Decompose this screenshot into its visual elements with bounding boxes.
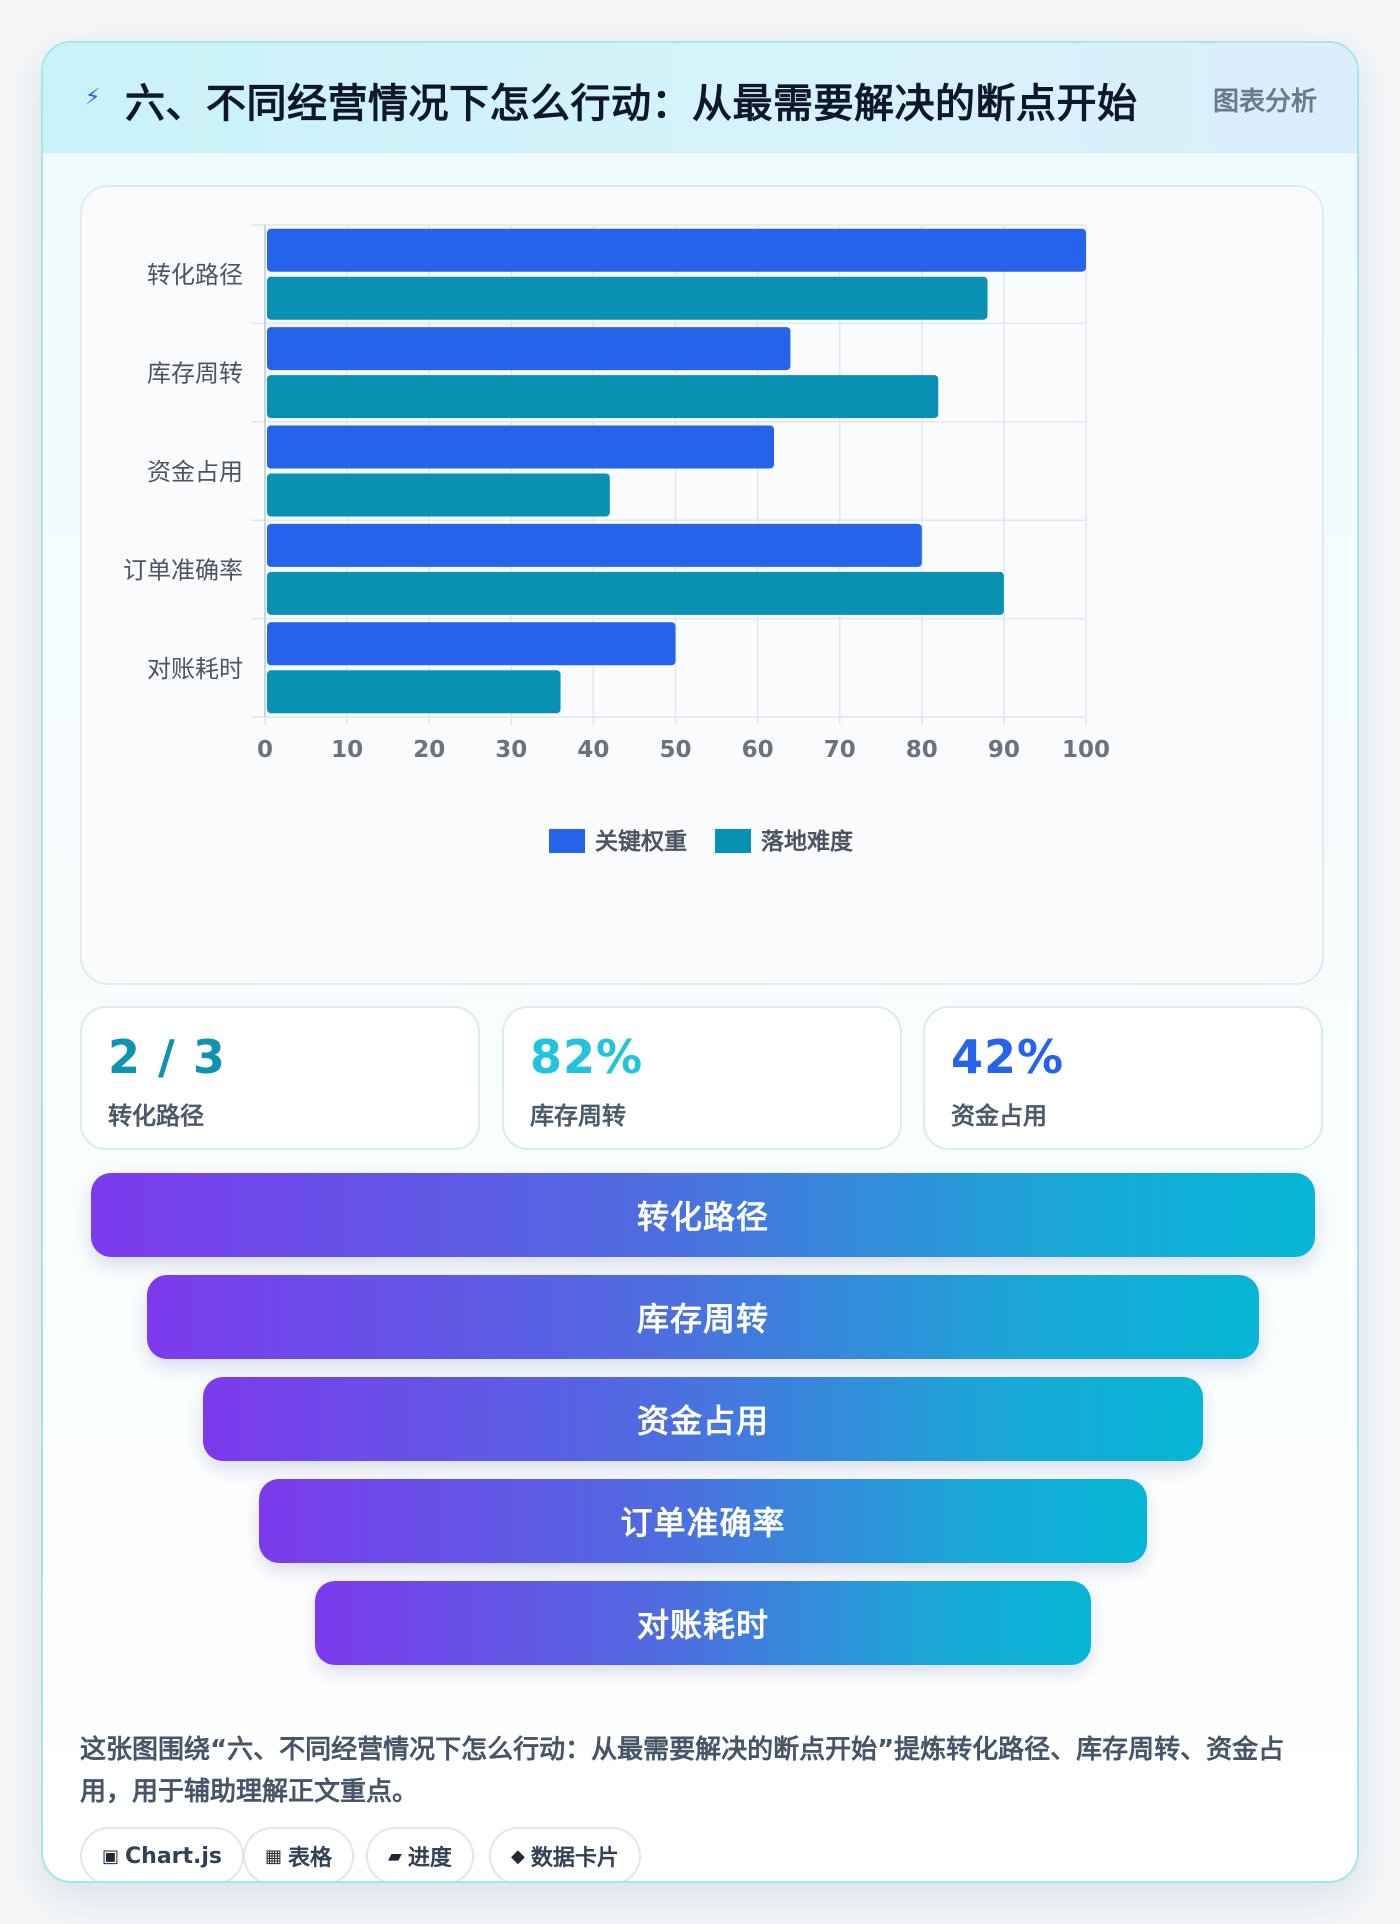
stat-value: 2 / 3 [108, 1030, 226, 1084]
chart-card: ⚡ 六、不同经营情况下怎么行动：从最需要解决的断点开始 图表分析 0 10 20 30… [41, 41, 1359, 1883]
bar-difficulty [267, 571, 1004, 615]
funnel-step-2: 库存周转 [147, 1275, 1259, 1359]
stat-value: 42% [951, 1030, 1065, 1084]
legend-label: 落地难度 [761, 828, 854, 855]
funnel-label: 资金占用 [636, 1402, 769, 1440]
funnel-label: 库存周转 [636, 1300, 769, 1338]
funnel-label: 订单准确率 [620, 1504, 786, 1542]
x-tick-label: 90 [988, 737, 1020, 763]
x-tick-label: 60 [742, 737, 774, 763]
stat-label: 转化路径 [108, 1102, 204, 1130]
stat-card-2: 82% 库存周转 [502, 1006, 902, 1150]
chip-label: 表格 [288, 1846, 333, 1871]
table-icon: ▦ [265, 1845, 283, 1867]
y-tick-label: 库存周转 [147, 360, 243, 388]
x-tick-label: 0 [257, 737, 273, 763]
y-tick-label: 资金占用 [147, 458, 243, 486]
funnel-label: 对账耗时 [636, 1606, 769, 1644]
y-tick-label: 对账耗时 [147, 655, 243, 683]
chip-label: 数据卡片 [530, 1846, 619, 1871]
stat-label: 库存周转 [530, 1102, 626, 1130]
stat-value: 82% [530, 1030, 644, 1084]
x-tick-label: 70 [824, 737, 856, 763]
x-tick-label: 30 [495, 737, 527, 763]
bar-weight [267, 622, 676, 666]
chart-caption: 这张图围绕“六、不同经营情况下怎么行动：从最需要解决的断点开始”提炼转化路径、库… [80, 1735, 1285, 1807]
funnel-label: 转化路径 [636, 1198, 769, 1236]
bar-weight [267, 327, 791, 371]
x-tick-label: 100 [1062, 737, 1110, 763]
bar-chart: 0 10 20 30 40 50 60 70 80 90 100 转化路径库存周转资金占用订单准确率对… [123, 224, 1110, 855]
x-tick-label: 50 [659, 737, 691, 763]
chip-progress[interactable]: ▰ 进度 [366, 1827, 474, 1881]
funnel-step-5: 对账耗时 [315, 1581, 1091, 1665]
bar-difficulty [267, 473, 610, 517]
funnel-step-4: 订单准确率 [259, 1479, 1147, 1563]
card-header: ⚡ 六、不同经营情况下怎么行动：从最需要解决的断点开始 图表分析 [43, 43, 1357, 153]
stat-label: 资金占用 [951, 1102, 1047, 1130]
bar-difficulty [267, 670, 561, 714]
stat-card-1: 2 / 3 转化路径 [80, 1006, 480, 1150]
bar-difficulty [267, 276, 988, 320]
chip-data-card[interactable]: ◆ 数据卡片 [489, 1827, 641, 1881]
legend-swatch [549, 829, 585, 853]
legend-label: 关键权重 [595, 828, 687, 855]
x-tick-label: 40 [577, 737, 609, 763]
progress-icon: ▰ [388, 1845, 402, 1867]
diamond-icon: ◆ [511, 1845, 525, 1867]
chart-analysis-tag: 图表分析 [1212, 87, 1317, 117]
bar-difficulty [267, 375, 939, 419]
x-tick-label: 20 [413, 737, 445, 763]
legend-swatch [715, 829, 751, 853]
lightning-icon: ⚡ [85, 85, 101, 110]
bar-weight [267, 228, 1086, 272]
bar-weight [267, 425, 775, 469]
bar-weight [267, 523, 922, 567]
funnel-step-1: 转化路径 [91, 1173, 1315, 1257]
chip-chartjs[interactable]: ▣ Chart.js [80, 1827, 245, 1881]
y-tick-label: 转化路径 [147, 261, 243, 289]
x-tick-label: 80 [906, 737, 938, 763]
chart-icon: ▣ [102, 1845, 120, 1867]
chip-label: Chart.js [125, 1843, 223, 1869]
funnel-step-3: 资金占用 [203, 1377, 1203, 1461]
x-tick-label: 10 [331, 737, 363, 763]
chip-table[interactable]: ▦ 表格 [243, 1827, 355, 1881]
chip-label: 进度 [407, 1846, 452, 1871]
y-tick-label: 订单准确率 [123, 556, 243, 584]
page-title: 六、不同经营情况下怎么行动：从最需要解决的断点开始 [125, 81, 1138, 127]
chart-panel: 0 10 20 30 40 50 60 70 80 90 100 转化路径库存周转资金占用订单准确率对… [80, 185, 1324, 985]
stat-card-3: 42% 资金占用 [923, 1006, 1323, 1150]
